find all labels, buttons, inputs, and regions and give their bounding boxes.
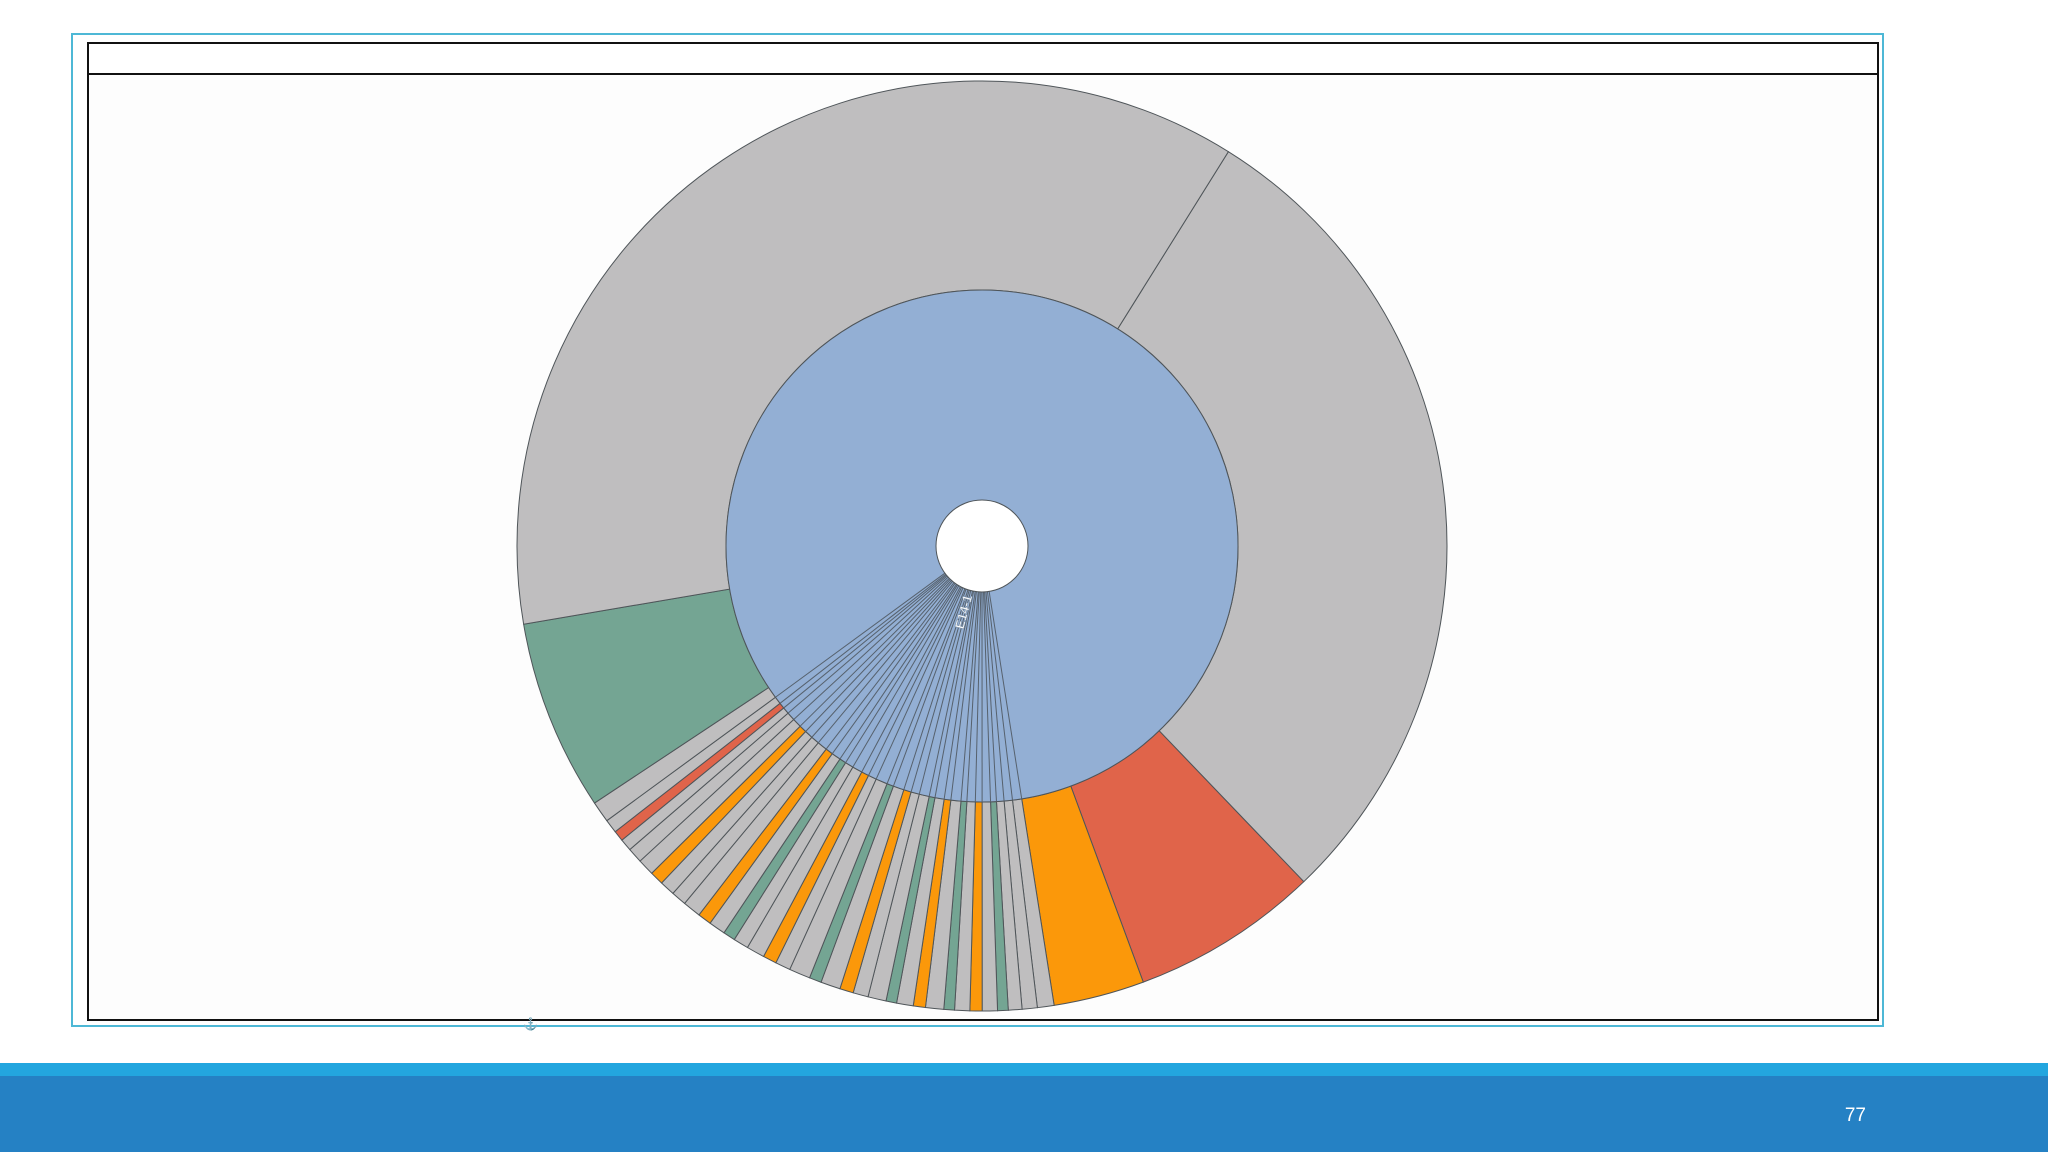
- inner-divider-line: [861, 586, 961, 773]
- inner-divider-line: [910, 590, 970, 793]
- inner-divider-line: [984, 591, 997, 802]
- inner-divider-line: [886, 588, 966, 784]
- inner-divider-line: [974, 591, 982, 802]
- anchor-icon[interactable]: ⚓: [523, 1017, 538, 1031]
- inner-divider-line: [892, 588, 967, 787]
- inner-divider-line: [811, 580, 952, 738]
- inner-divider-line: [845, 584, 958, 763]
- inner-divider-line: [868, 587, 963, 776]
- inner-divider-line: [852, 585, 960, 768]
- inner-divider-line: [793, 576, 949, 720]
- inner-divider-line: [918, 590, 972, 795]
- slide-number: 77: [1844, 1105, 1866, 1126]
- inner-divider-line: [787, 575, 948, 714]
- inner-divider-line: [875, 587, 964, 780]
- inner-divider-line: [928, 590, 973, 797]
- chart-header-bar: [89, 44, 1877, 75]
- inner-divider-line: [839, 583, 957, 760]
- footer-accent-bar: [0, 1063, 2048, 1076]
- inner-divider-line: [950, 591, 977, 801]
- inner-divider-line: [903, 589, 969, 790]
- inner-divider-line: [825, 582, 955, 750]
- inner-divider-line: [779, 573, 947, 704]
- inner-divider-line: [988, 591, 1023, 799]
- inner-divider-line: [775, 572, 946, 698]
- inner-divider-line: [805, 578, 951, 732]
- inner-divider-line: [943, 591, 976, 800]
- inner-divider-line: [799, 578, 950, 727]
- inner-divider-line: [986, 591, 1013, 801]
- inner-divider-line: [934, 591, 975, 798]
- inner-divider-line: [985, 591, 1005, 802]
- inner-divider-line: [783, 574, 947, 709]
- inner-divider-line: [831, 583, 956, 754]
- chart-selection-frame[interactable]: [71, 33, 1884, 1027]
- center-hole: [935, 499, 1029, 593]
- inner-divider-line: [817, 581, 953, 744]
- inner-divider-line: [966, 591, 980, 802]
- footer-band: [0, 1076, 2048, 1152]
- inner-divider-line: [960, 591, 979, 802]
- inner-divider-line: [983, 591, 992, 802]
